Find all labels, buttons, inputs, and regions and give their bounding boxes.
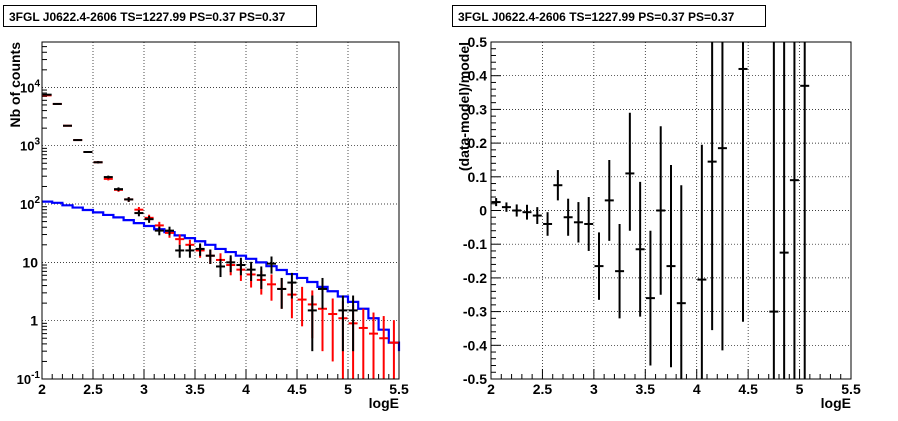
- left-series-model-step: [42, 200, 401, 352]
- left-y-tick-label: 102: [20, 195, 40, 212]
- left-y-tick-label: 1: [30, 313, 38, 329]
- left-series-black: [42, 93, 358, 352]
- right-y-axis-title: (data-model)/model: [456, 42, 472, 171]
- right-x-tick-label: 4: [693, 381, 701, 397]
- left-x-tick-label: 2.5: [83, 381, 103, 397]
- right-series-residuals: [491, 42, 810, 379]
- left-x-axis-title: logE: [369, 395, 399, 411]
- right-y-tick-label: 0.3: [468, 101, 488, 117]
- right-x-tick-label: 5.5: [841, 381, 861, 397]
- right-y-tick-label: -0.4: [463, 337, 487, 353]
- right-x-tick-label: 3.5: [636, 381, 656, 397]
- right-y-tick-label: -0.5: [463, 371, 487, 387]
- left-y-tick-label: 10: [22, 254, 38, 270]
- right-x-tick-label: 2.5: [533, 381, 553, 397]
- right-chart-title: 3FGL J0622.4-2606 TS=1227.99 PS=0.37 PS=…: [452, 5, 766, 27]
- left-x-tick-label: 5.5: [389, 381, 409, 397]
- left-x-tick-label: 3: [140, 381, 148, 397]
- left-plot-frame: [41, 41, 400, 380]
- left-y-tick-label: 104: [20, 78, 40, 95]
- left-plot-area: [42, 42, 399, 379]
- left-y-axis-title: Nb of counts: [7, 42, 23, 128]
- left-x-tick-label: 4: [242, 381, 250, 397]
- right-x-tick-label: 3: [590, 381, 598, 397]
- right-plot-frame: [490, 41, 852, 380]
- right-x-tick-label: 4.5: [738, 381, 758, 397]
- right-y-tick-label: 0.5: [468, 34, 488, 50]
- left-x-tick-label: 2: [38, 381, 46, 397]
- left-x-tick-label: 4.5: [287, 381, 307, 397]
- left-x-tick-label: 3.5: [185, 381, 205, 397]
- left-y-tick-label: 103: [20, 137, 40, 154]
- right-y-tick-label: -0.3: [463, 304, 487, 320]
- right-y-tick-label: -0.1: [463, 236, 487, 252]
- right-y-tick-label: 0: [479, 203, 487, 219]
- right-x-tick-label: 5: [796, 381, 804, 397]
- left-chart-title: 3FGL J0622.4-2606 TS=1227.99 PS=0.37 PS=…: [3, 5, 317, 27]
- right-y-tick-label: 0.1: [468, 169, 488, 185]
- left-y-tick-label: 10-1: [17, 370, 41, 387]
- right-x-tick-label: 2: [487, 381, 495, 397]
- left-x-tick-label: 5: [344, 381, 352, 397]
- right-x-axis-title: logE: [821, 395, 851, 411]
- right-y-tick-label: -0.2: [463, 270, 487, 286]
- right-y-tick-label: 0.4: [468, 68, 488, 84]
- right-y-tick-label: 0.2: [468, 135, 488, 151]
